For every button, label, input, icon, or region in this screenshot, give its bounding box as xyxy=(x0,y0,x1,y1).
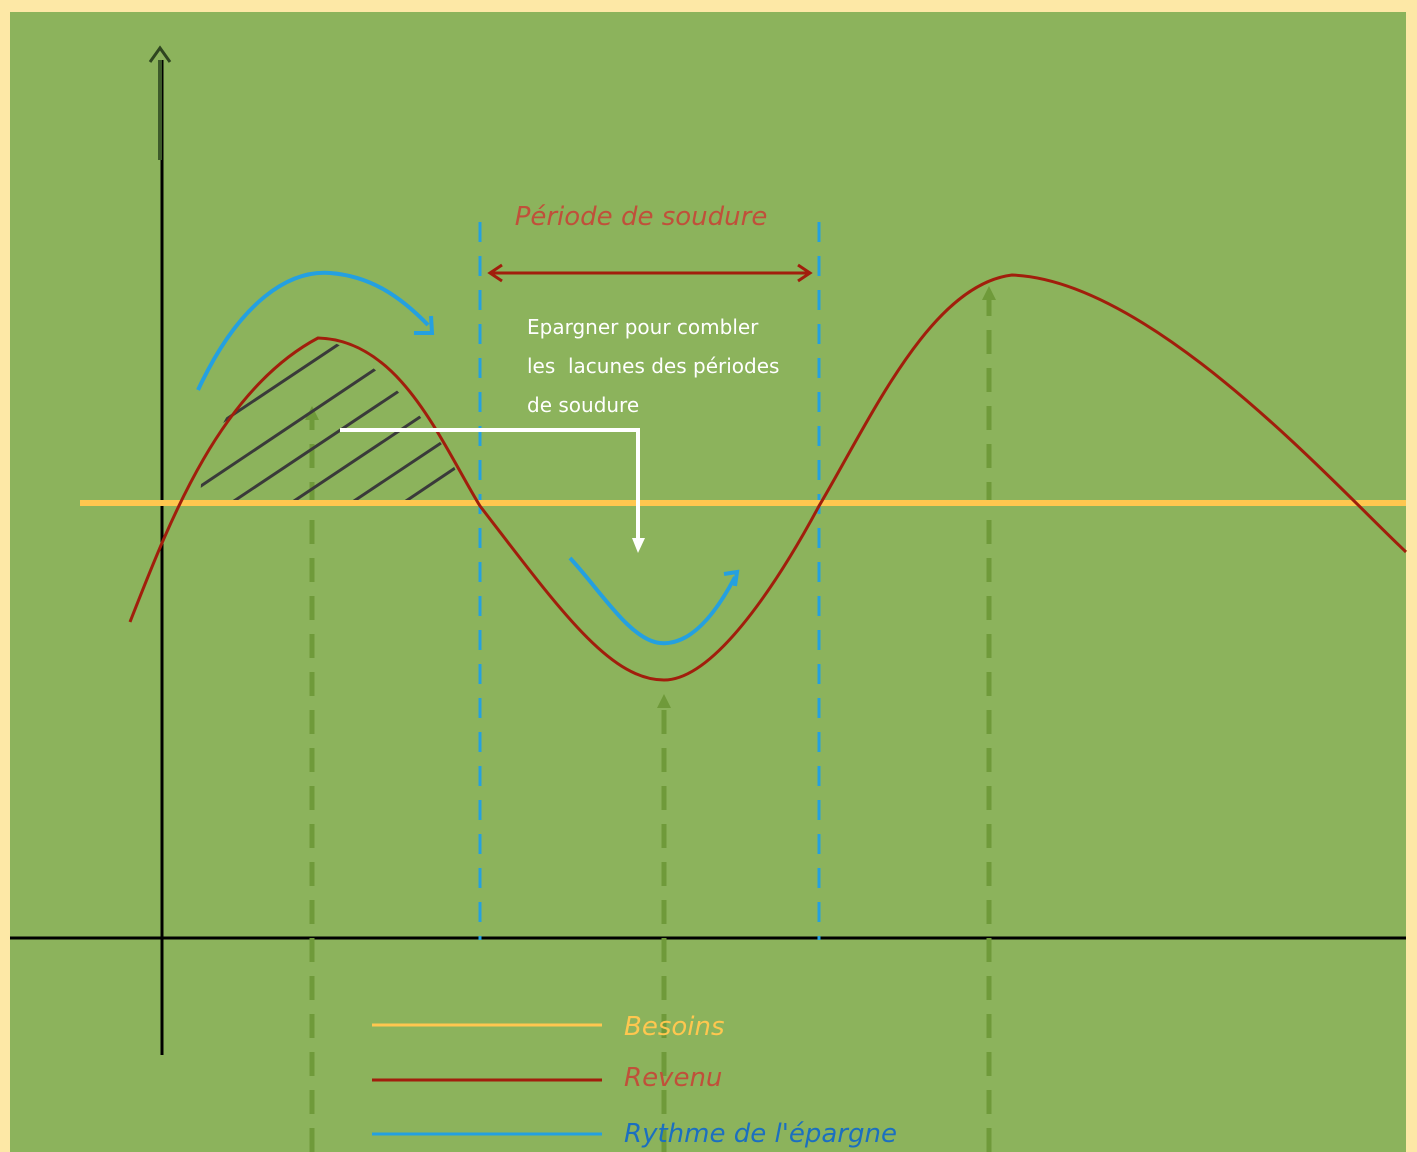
guide-arrow-2-icon xyxy=(657,694,671,708)
savings-transfer-line xyxy=(340,428,640,538)
diagram-background xyxy=(10,12,1406,1152)
legend-label-revenu: Revenu xyxy=(624,1063,722,1093)
epargne-arc-2-arrowhead-icon xyxy=(723,569,740,587)
guide-arrow-3-icon xyxy=(982,286,996,300)
period-arrow-left-icon xyxy=(487,263,503,283)
period-boundaries xyxy=(478,222,821,940)
legend: Besoins Revenu Rythme de l'épargne xyxy=(372,1012,897,1149)
epargne-arc-1 xyxy=(196,270,430,391)
period-arrow-right-icon xyxy=(797,263,813,283)
epargne-arcs xyxy=(196,270,740,646)
savings-transfer-arrow xyxy=(340,428,645,553)
savings-note: Epargner pour combler les lacunes des pé… xyxy=(527,315,779,417)
y-axis-arrowhead-icon xyxy=(148,45,172,63)
note-line-1: Epargner pour combler xyxy=(527,315,759,339)
revenu-curve xyxy=(128,273,1408,682)
period-arrow xyxy=(487,263,813,283)
axes xyxy=(10,45,1406,1055)
savings-transfer-arrowhead-icon xyxy=(632,538,645,553)
period-label: Période de soudure xyxy=(515,202,768,232)
epargne-arc-1-arrowhead-icon xyxy=(414,315,435,335)
legend-label-besoins: Besoins xyxy=(624,1012,725,1042)
note-line-3: de soudure xyxy=(527,393,639,417)
note-line-2: les lacunes des périodes xyxy=(527,354,779,378)
epargne-arc-2 xyxy=(568,556,737,646)
legend-label-epargne: Rythme de l'épargne xyxy=(624,1119,897,1149)
